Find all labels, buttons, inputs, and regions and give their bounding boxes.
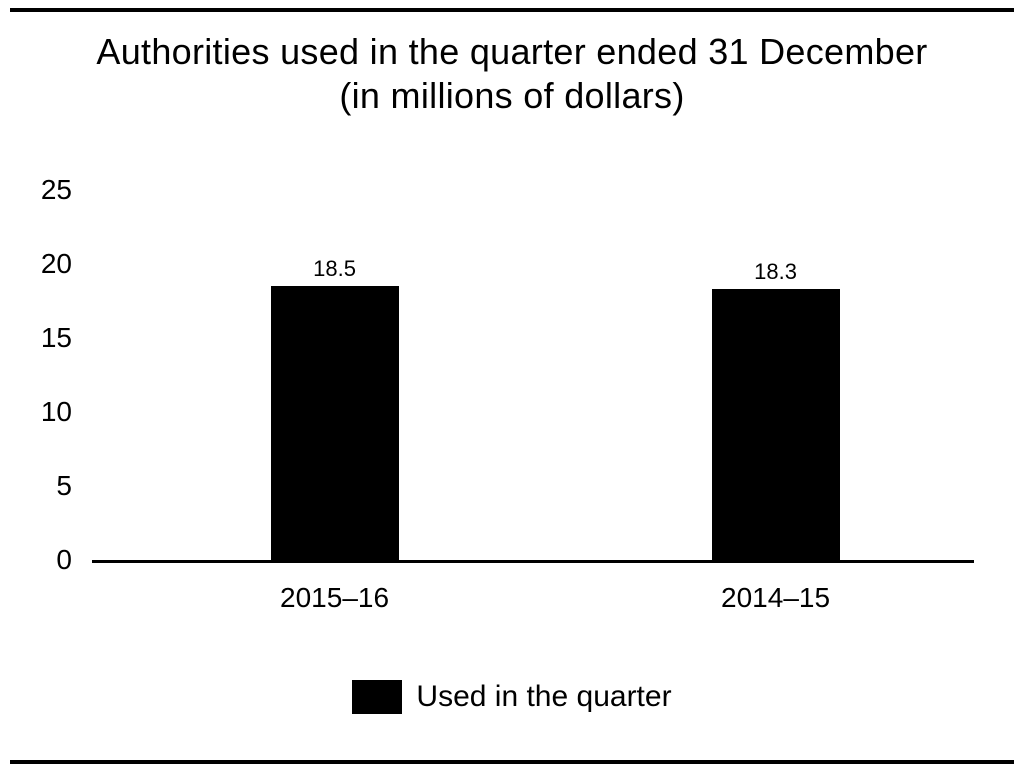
x-axis-line bbox=[92, 560, 974, 563]
y-tick-label: 5 bbox=[12, 470, 72, 502]
y-tick-label: 15 bbox=[12, 322, 72, 354]
bar bbox=[271, 286, 399, 560]
bottom-rule bbox=[10, 760, 1014, 764]
y-tick-label: 25 bbox=[12, 174, 72, 206]
legend: Used in the quarter bbox=[0, 680, 1024, 714]
chart-frame: Authorities used in the quarter ended 31… bbox=[0, 0, 1024, 775]
bar-chart: 051015202518.52015–1618.32014–15 bbox=[92, 190, 974, 560]
y-tick-label: 20 bbox=[12, 248, 72, 280]
y-tick-label: 10 bbox=[12, 396, 72, 428]
chart-title-line2: (in millions of dollars) bbox=[0, 74, 1024, 118]
bar-value-label: 18.5 bbox=[313, 256, 356, 282]
y-tick-label: 0 bbox=[12, 544, 72, 576]
x-category-label: 2014–15 bbox=[721, 582, 830, 614]
bar bbox=[712, 289, 840, 560]
plot-area: 051015202518.52015–1618.32014–15 bbox=[92, 190, 974, 560]
chart-title: Authorities used in the quarter ended 31… bbox=[0, 30, 1024, 118]
chart-title-line1: Authorities used in the quarter ended 31… bbox=[0, 30, 1024, 74]
bar-value-label: 18.3 bbox=[754, 259, 797, 285]
legend-label: Used in the quarter bbox=[416, 680, 671, 714]
legend-swatch bbox=[352, 680, 402, 714]
top-rule bbox=[10, 8, 1014, 12]
x-category-label: 2015–16 bbox=[280, 582, 389, 614]
